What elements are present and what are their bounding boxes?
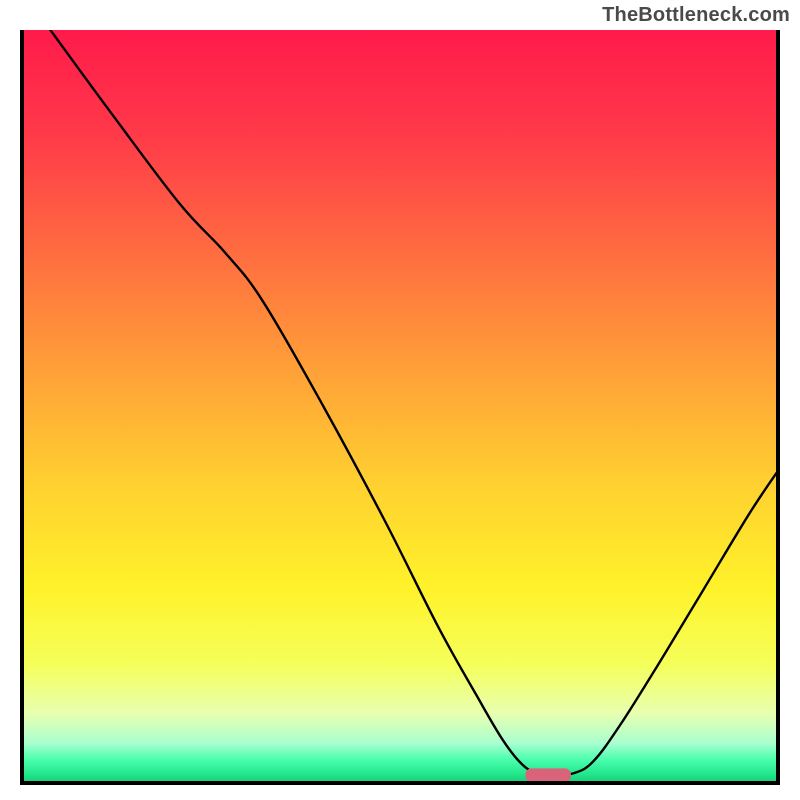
optimal-range-marker	[525, 768, 571, 782]
chart-svg	[20, 30, 780, 785]
bottleneck-chart	[20, 30, 780, 785]
source-watermark: TheBottleneck.com	[602, 4, 790, 27]
